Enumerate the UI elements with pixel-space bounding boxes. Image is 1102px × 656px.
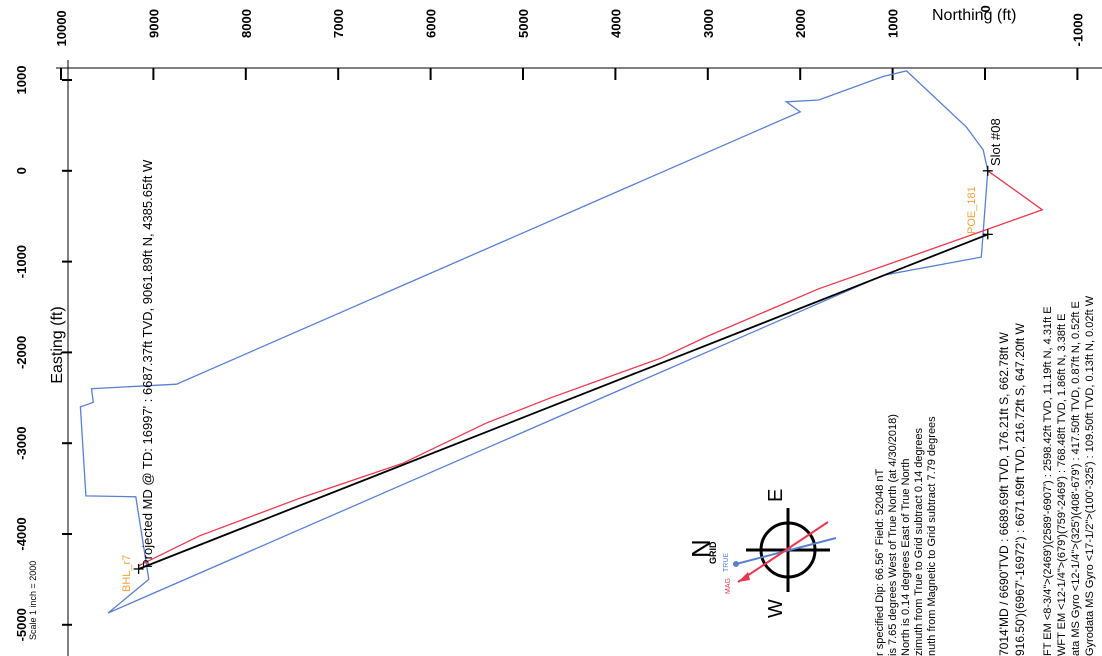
northing-tick-label: -1000	[1070, 13, 1085, 46]
compass-true-label: TRUE	[723, 553, 730, 572]
northing-axis-label: Northing (ft)	[932, 7, 1016, 24]
northing-tick-label: 2000	[793, 9, 808, 38]
compass-n: N	[686, 539, 716, 558]
compass-e: E	[765, 489, 787, 502]
series-layer	[79, 70, 1044, 614]
northing-tick-label: 1000	[886, 9, 901, 38]
easting-tick-label: -2000	[14, 336, 29, 369]
survey-notes: FT EM <8-3/4">(2469')(2589'-6907') : 259…	[1042, 295, 1096, 656]
magnetic-note-line: zimuth from True to Grid subtract 0.14 d…	[913, 427, 925, 656]
compass-w: W	[765, 599, 787, 618]
northing-tick-label: 4000	[608, 9, 623, 38]
magnetic-notes: r specified Dip: 66.56° Field: 52048 nT i…	[874, 414, 938, 656]
easting-tick-label: 0	[14, 167, 29, 174]
bhl-marker	[133, 563, 144, 574]
northing-tick-label: 3000	[701, 9, 716, 38]
survey-note-line: Gyrodata MS Gyro <17-1/2">(100'-325') : …	[1084, 295, 1096, 656]
easting-tick-label: -5000	[14, 608, 29, 641]
northing-tick-label: 9000	[146, 9, 161, 38]
marker-layer	[133, 165, 993, 574]
survey-note-line: WFT EM <12-1/4">(679')(759'-2469') : 768…	[1056, 314, 1068, 656]
easting-tick-label: 1000	[14, 66, 29, 95]
northing-tick-label: 8000	[239, 9, 254, 38]
series-actual	[138, 170, 1044, 567]
magnetic-note-line: North is 0.14 degrees East of True North	[900, 459, 912, 656]
easting-axis: 1000 0 -1000 -2000 -3000 -4000 -5000	[14, 60, 72, 656]
scale-note: Scale 1 inch = 2000	[28, 561, 38, 640]
easting-tick-label: -4000	[14, 517, 29, 550]
td-annotations: 7014'MD / 6690'TVD : 6689.69ft TVD, 176.…	[997, 322, 1027, 656]
survey-note-line: FT EM <8-3/4">(2469')(2589'-6907') : 259…	[1042, 306, 1054, 656]
magnetic-note-line: is 7.65 degrees West of True North (at 4…	[887, 414, 899, 656]
compass-rose: N GRID E W TRUE MAG	[686, 489, 837, 618]
bhl-label: BHL_r7	[121, 555, 133, 592]
northing-tick-label: 7000	[331, 9, 346, 38]
magnetic-note-line: nuth from Magnetic to Grid subtract 7.79…	[926, 416, 938, 656]
northing-tick-label: 0	[978, 5, 993, 12]
magnetic-north-arrow	[737, 521, 829, 583]
series-boundary	[79, 70, 989, 614]
true-north-dot	[733, 561, 739, 567]
survey-note-line: ata MS Gyro <12-1/4">(325')(408'-679') :…	[1070, 301, 1082, 656]
easting-tick-label: -3000	[14, 427, 29, 460]
northing-tick-label: 10000	[54, 10, 69, 46]
magnetic-note-line: r specified Dip: 66.56° Field: 52048 nT	[874, 468, 886, 656]
td-annotation-line: 7014'MD / 6690'TVD : 6689.69ft TVD, 176.…	[997, 331, 1011, 656]
slot-marker	[982, 165, 993, 176]
northing-axis: 10000 9000 8000 7000 6000 5000 4000 3000 2000 100…	[54, 5, 1102, 80]
magnetic-north-arrowhead	[738, 572, 750, 582]
compass-grid: GRID	[708, 541, 718, 564]
slot-label: Slot #08	[988, 118, 1003, 166]
poe-label: POE_181	[966, 186, 978, 234]
northing-tick-label: 5000	[516, 9, 531, 38]
compass-mag-label: MAG	[725, 578, 732, 594]
easting-tick-label: -1000	[14, 245, 29, 278]
poe-marker	[982, 229, 993, 240]
projected-md-label: Projected MD @ TD: 16997' : 6687.37ft TV…	[140, 159, 155, 568]
easting-axis-label: Easting (ft)	[49, 306, 66, 383]
series-plan	[138, 233, 989, 570]
td-annotation-line: 916.50')(6967'-16972') : 6671.69ft TVD, …	[1013, 322, 1027, 656]
northing-tick-label: 6000	[424, 9, 439, 38]
